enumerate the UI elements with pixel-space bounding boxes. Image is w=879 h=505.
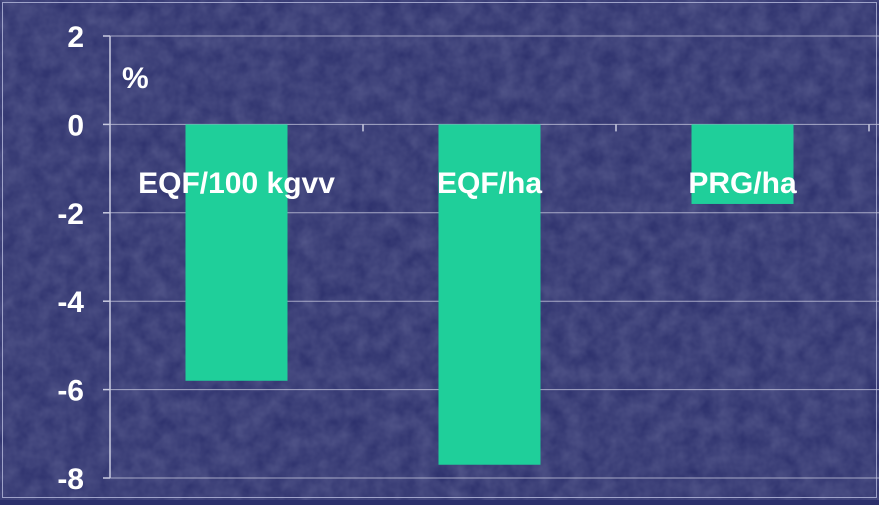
category-label: EQF/ha [437,167,542,200]
bars-layer [185,124,794,465]
axis-layer [103,35,870,479]
unit-label: % [122,62,149,95]
bar-2 [438,124,541,465]
y-tick-label: -4 [57,286,84,319]
frame-border [2,2,877,498]
bar-1 [185,124,288,381]
y-tick-label: 0 [67,109,84,142]
y-tick-label: 2 [67,21,84,54]
category-label: PRG/ha [688,167,797,200]
label-layer: % 2 0 -2 -4 -6 -8 EQF/100 kgvv EQF/ha PRG/ha [57,21,797,496]
category-label: EQF/100 kgvv [138,167,335,200]
y-tick-label: -6 [57,375,84,408]
bar-3 [691,124,794,204]
y-tick-label: -2 [57,198,84,231]
y-tick-label: -8 [57,463,84,496]
